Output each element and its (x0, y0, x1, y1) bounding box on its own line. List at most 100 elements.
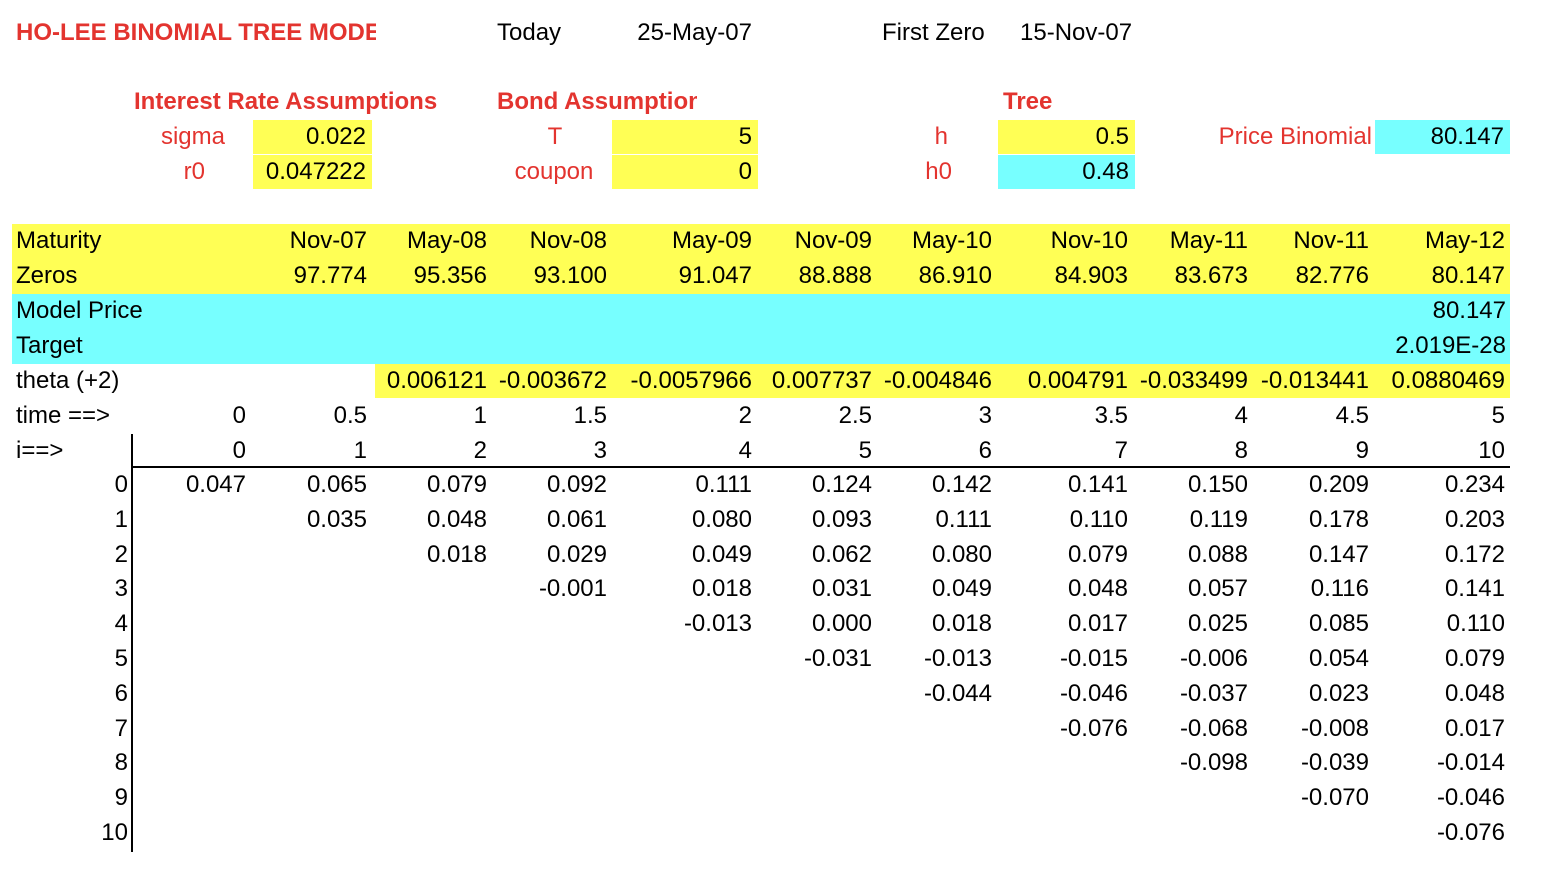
maturity-cell[interactable]: Nov-11 (1293, 227, 1369, 254)
rate-node[interactable]: 0.203 (1444, 505, 1505, 533)
theta-cell[interactable]: 0.007737 (771, 367, 872, 394)
target-value[interactable]: 2.019E-28 (1395, 332, 1506, 359)
rate-node[interactable]: -0.014 (1436, 749, 1505, 777)
i-index-cell[interactable]: 2 (473, 437, 487, 464)
maturity-cell[interactable]: May-09 (671, 227, 752, 254)
time-cell[interactable]: 3 (978, 402, 992, 429)
rate-node[interactable]: 0.150 (1187, 471, 1248, 498)
rate-node[interactable]: 0.111 (695, 471, 753, 498)
zero-price-cell[interactable]: 80.147 (1431, 262, 1505, 289)
zero-price-cell[interactable]: 82.776 (1295, 262, 1369, 289)
rate-node[interactable]: 0.178 (1308, 505, 1369, 533)
lattice-row-label[interactable]: 6 (114, 679, 128, 707)
rate-node[interactable]: 0.054 (1308, 645, 1369, 672)
h-input[interactable]: 0.5 (998, 120, 1135, 154)
rate-node[interactable]: 0.079 (426, 471, 487, 498)
time-cell[interactable]: 0 (232, 402, 246, 429)
coupon-label[interactable]: coupon (514, 158, 594, 185)
theta-cell[interactable]: -0.0057966 (630, 367, 752, 394)
lattice-row-label[interactable]: 3 (114, 575, 128, 603)
rate-node[interactable]: 0.116 (1310, 575, 1369, 603)
tree-heading[interactable]: Tree (1003, 88, 1053, 115)
today-value[interactable]: 25-May-07 (637, 19, 752, 46)
rate-node[interactable]: 0.062 (811, 540, 872, 568)
maturity-cell[interactable]: May-11 (1169, 227, 1248, 254)
time-cell[interactable]: 1 (473, 402, 487, 429)
rate-node[interactable]: 0.049 (691, 540, 752, 568)
interest-rate-heading[interactable]: Interest Rate Assumptions (134, 88, 438, 115)
zero-price-cell[interactable]: 95.356 (413, 262, 487, 289)
lattice-row-label[interactable]: 4 (114, 610, 128, 638)
lattice-row-label[interactable]: 7 (114, 714, 128, 742)
T-input[interactable]: 5 (612, 120, 758, 154)
rate-node[interactable]: 0.111 (935, 505, 993, 533)
model-price-label[interactable]: Model Price (16, 297, 143, 324)
rate-node[interactable]: 0.209 (1308, 471, 1369, 498)
time-cell[interactable]: 2.5 (838, 402, 872, 429)
rate-node[interactable]: 0.080 (931, 540, 992, 568)
rate-node[interactable]: 0.031 (811, 575, 872, 603)
maturity-cell[interactable]: Nov-08 (529, 227, 607, 254)
rate-node[interactable]: 0.057 (1187, 575, 1248, 603)
rate-node[interactable]: 0.048 (426, 505, 487, 533)
time-cell[interactable]: 4.5 (1335, 402, 1369, 429)
rate-node[interactable]: 0.047 (185, 471, 246, 498)
i-index-cell[interactable]: 10 (1478, 437, 1505, 464)
rate-node[interactable]: 0.080 (691, 505, 752, 533)
rate-node[interactable]: -0.076 (1059, 714, 1128, 742)
i-index-cell[interactable]: 5 (858, 437, 872, 464)
rate-node[interactable]: -0.076 (1436, 819, 1505, 846)
theta-cell[interactable]: -0.004846 (883, 367, 992, 394)
rate-node[interactable]: 0.023 (1308, 679, 1369, 707)
maturity-cell[interactable]: Nov-07 (289, 227, 367, 254)
price-binomial-value[interactable]: 80.147 (1375, 120, 1510, 154)
rate-node[interactable]: -0.013 (683, 610, 752, 638)
rate-node[interactable]: -0.046 (1436, 784, 1505, 812)
theta-cell[interactable]: -0.013441 (1260, 367, 1369, 394)
rate-node[interactable]: 0.017 (1444, 714, 1505, 742)
h-label[interactable]: h (934, 123, 948, 150)
maturity-cell[interactable]: Nov-09 (794, 227, 872, 254)
maturity-cell[interactable]: Nov-10 (1050, 227, 1128, 254)
lattice-row-label[interactable]: 2 (114, 540, 128, 568)
rate-node[interactable]: 0.085 (1308, 610, 1369, 638)
rate-node[interactable]: 0.141 (1444, 575, 1505, 603)
maturity-cell[interactable]: May-12 (1424, 227, 1505, 254)
rate-node[interactable]: -0.006 (1179, 645, 1248, 672)
rate-node[interactable]: -0.039 (1300, 749, 1369, 777)
time-cell[interactable]: 1.5 (573, 402, 607, 429)
theta-cell[interactable]: -0.003672 (498, 367, 607, 394)
rate-node[interactable]: 0.048 (1067, 575, 1128, 603)
price-binomial-label[interactable]: Price Binomial (1218, 123, 1372, 150)
rate-node[interactable]: 0.079 (1067, 540, 1128, 568)
rate-node[interactable]: 0.018 (426, 540, 487, 568)
rate-node[interactable]: -0.001 (538, 575, 607, 603)
rate-node[interactable]: 0.049 (931, 575, 992, 603)
rate-node[interactable]: -0.098 (1179, 749, 1248, 777)
rate-node[interactable]: 0.017 (1067, 610, 1128, 638)
zero-price-cell[interactable]: 93.100 (533, 262, 607, 289)
r0-input[interactable]: 0.047222 (253, 155, 372, 189)
rate-node[interactable]: 0.147 (1308, 540, 1369, 568)
theta-cell[interactable]: 0.004791 (1027, 367, 1128, 394)
time-cell[interactable]: 5 (1491, 402, 1505, 429)
r0-label[interactable]: r0 (183, 158, 205, 185)
theta-cell[interactable]: 0.0880469 (1391, 367, 1505, 394)
theta-label[interactable]: theta (+2) (16, 367, 120, 394)
rate-node[interactable]: 0.092 (546, 471, 607, 498)
h0-label[interactable]: h0 (925, 158, 952, 185)
rate-node[interactable]: 0.088 (1187, 540, 1248, 568)
i-label[interactable]: i==> (16, 437, 64, 464)
rate-node[interactable]: 0.025 (1187, 610, 1248, 638)
theta-cell[interactable]: -0.033499 (1139, 367, 1248, 394)
i-index-cell[interactable]: 3 (593, 437, 607, 464)
rate-node[interactable]: 0.079 (1444, 645, 1505, 672)
rate-node[interactable]: 0.141 (1067, 471, 1128, 498)
i-index-cell[interactable]: 7 (1114, 437, 1128, 464)
i-index-cell[interactable]: 4 (738, 437, 752, 464)
rate-node[interactable]: -0.070 (1300, 784, 1369, 812)
T-label[interactable]: T (547, 123, 563, 150)
rate-node[interactable]: 0.065 (306, 471, 367, 498)
rate-node[interactable]: 0.110 (1446, 610, 1505, 638)
i-index-cell[interactable]: 8 (1234, 437, 1248, 464)
